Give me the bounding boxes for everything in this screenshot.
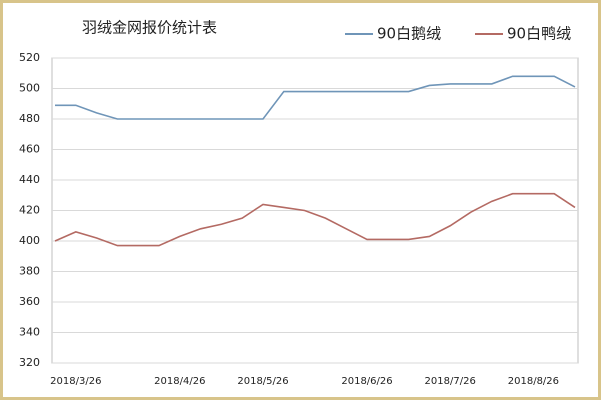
y-tick-label: 400 — [19, 234, 40, 247]
y-tick-label: 340 — [19, 326, 40, 339]
x-tick-label: 2018/8/26 — [508, 376, 559, 387]
y-tick-label: 360 — [19, 295, 40, 308]
y-tick-label: 320 — [19, 356, 40, 369]
x-tick-label: 2018/4/26 — [154, 376, 205, 387]
x-tick-label: 2018/6/26 — [341, 376, 392, 387]
series-line — [55, 75, 576, 120]
x-tick-label: 2018/5/26 — [237, 376, 288, 387]
y-tick-label: 500 — [19, 82, 40, 95]
y-tick-label: 420 — [19, 204, 40, 217]
y-tick-label: 480 — [19, 112, 40, 125]
legend-label: 90白鹅绒 — [377, 25, 441, 43]
series-line — [54, 192, 576, 247]
y-tick-label: 460 — [19, 143, 40, 156]
x-tick-label: 2018/7/26 — [425, 376, 476, 387]
chart-title: 羽绒金网报价统计表 — [82, 19, 217, 37]
y-tick-label: 440 — [19, 173, 40, 186]
y-tick-label: 520 — [19, 51, 40, 64]
x-tick-label: 2018/3/26 — [50, 376, 101, 387]
legend-label: 90白鸭绒 — [507, 25, 571, 43]
y-tick-label: 380 — [19, 265, 40, 278]
